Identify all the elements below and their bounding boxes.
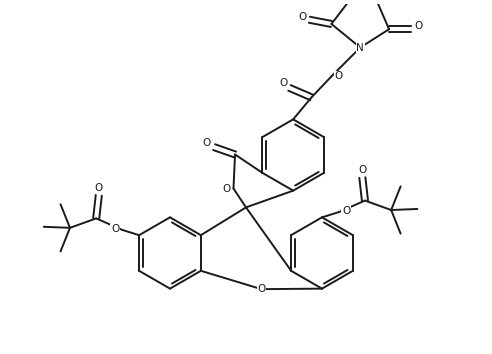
Text: O: O [222, 183, 230, 194]
Text: O: O [257, 284, 266, 294]
Text: O: O [358, 165, 367, 175]
Text: O: O [279, 78, 287, 88]
Text: O: O [94, 183, 103, 193]
Text: O: O [415, 21, 423, 31]
Text: O: O [342, 206, 350, 216]
Text: O: O [202, 138, 211, 148]
Text: O: O [335, 72, 343, 81]
Text: O: O [111, 224, 119, 234]
Text: O: O [298, 12, 306, 22]
Text: N: N [356, 42, 364, 52]
